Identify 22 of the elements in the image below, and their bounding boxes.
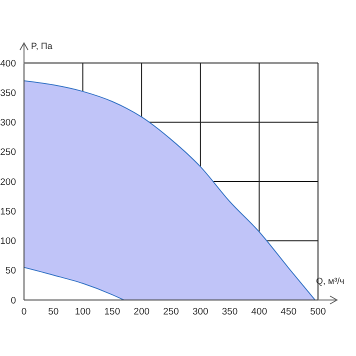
y-tick-label: 400 (0, 58, 16, 70)
line-series (24, 266, 124, 300)
y-tick-label: 100 (0, 236, 16, 248)
x-tick-label: 300 (192, 306, 208, 318)
x-tick-label: 150 (104, 306, 120, 318)
y-tick-label: 350 (0, 88, 16, 99)
x-tick-label: 450 (280, 306, 297, 318)
y-tick-label: 200 (0, 176, 16, 188)
y-tick-label: 250 (0, 147, 16, 158)
x-tick-label: 400 (251, 306, 268, 318)
x-tick-label: 500 (310, 306, 326, 318)
x-tick-label: 200 (134, 306, 150, 318)
y-tick-label: 0 (10, 295, 16, 306)
x-tick-label: 350 (222, 306, 238, 318)
y-tick-label: 50 (5, 266, 16, 277)
y-axis-title: P, Па (31, 41, 52, 51)
y-tick-label: 150 (0, 206, 16, 218)
x-tick-label: 50 (48, 306, 59, 318)
x-tick-label: 100 (74, 306, 91, 318)
y-tick-label: 300 (0, 118, 16, 129)
x-tick-label: 250 (163, 306, 179, 318)
x-tick-label: 0 (21, 306, 27, 318)
